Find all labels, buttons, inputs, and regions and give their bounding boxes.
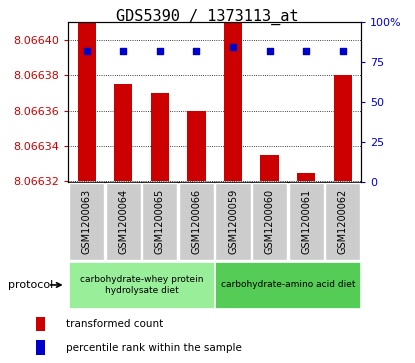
Bar	[334, 75, 352, 182]
Text: GDS5390 / 1373113_at: GDS5390 / 1373113_at	[116, 9, 299, 25]
Point	[120, 48, 127, 53]
Text: percentile rank within the sample: percentile rank within the sample	[66, 343, 242, 352]
FancyBboxPatch shape	[325, 183, 360, 260]
Bar	[36, 340, 45, 355]
Point	[230, 44, 237, 50]
FancyBboxPatch shape	[289, 183, 324, 260]
Bar	[114, 84, 132, 182]
Text: GSM1200065: GSM1200065	[155, 189, 165, 254]
Text: carbohydrate-amino acid diet: carbohydrate-amino acid diet	[221, 281, 355, 289]
FancyBboxPatch shape	[69, 262, 214, 307]
Bar	[297, 173, 315, 182]
FancyBboxPatch shape	[106, 183, 141, 260]
Text: GSM1200060: GSM1200060	[265, 189, 275, 254]
Text: GSM1200064: GSM1200064	[118, 189, 128, 254]
Point	[303, 48, 310, 53]
Text: transformed count: transformed count	[66, 319, 163, 329]
Bar	[261, 155, 279, 182]
Point	[156, 48, 163, 53]
Point	[193, 48, 200, 53]
Point	[339, 48, 346, 53]
FancyBboxPatch shape	[142, 183, 178, 260]
Bar	[78, 4, 96, 182]
Text: GSM1200066: GSM1200066	[191, 189, 201, 254]
FancyBboxPatch shape	[215, 262, 360, 307]
Text: GSM1200059: GSM1200059	[228, 189, 238, 254]
Bar	[36, 317, 45, 331]
Bar	[224, 0, 242, 182]
Point	[83, 48, 90, 53]
FancyBboxPatch shape	[252, 183, 287, 260]
Bar	[187, 110, 205, 182]
FancyBboxPatch shape	[215, 183, 251, 260]
Bar	[151, 93, 169, 182]
FancyBboxPatch shape	[69, 183, 104, 260]
Text: GSM1200062: GSM1200062	[338, 189, 348, 254]
Text: GSM1200061: GSM1200061	[301, 189, 311, 254]
Point	[266, 48, 273, 53]
Text: carbohydrate-whey protein
hydrolysate diet: carbohydrate-whey protein hydrolysate di…	[80, 275, 203, 295]
Text: protocol: protocol	[8, 280, 54, 290]
FancyBboxPatch shape	[179, 183, 214, 260]
Text: GSM1200063: GSM1200063	[82, 189, 92, 254]
